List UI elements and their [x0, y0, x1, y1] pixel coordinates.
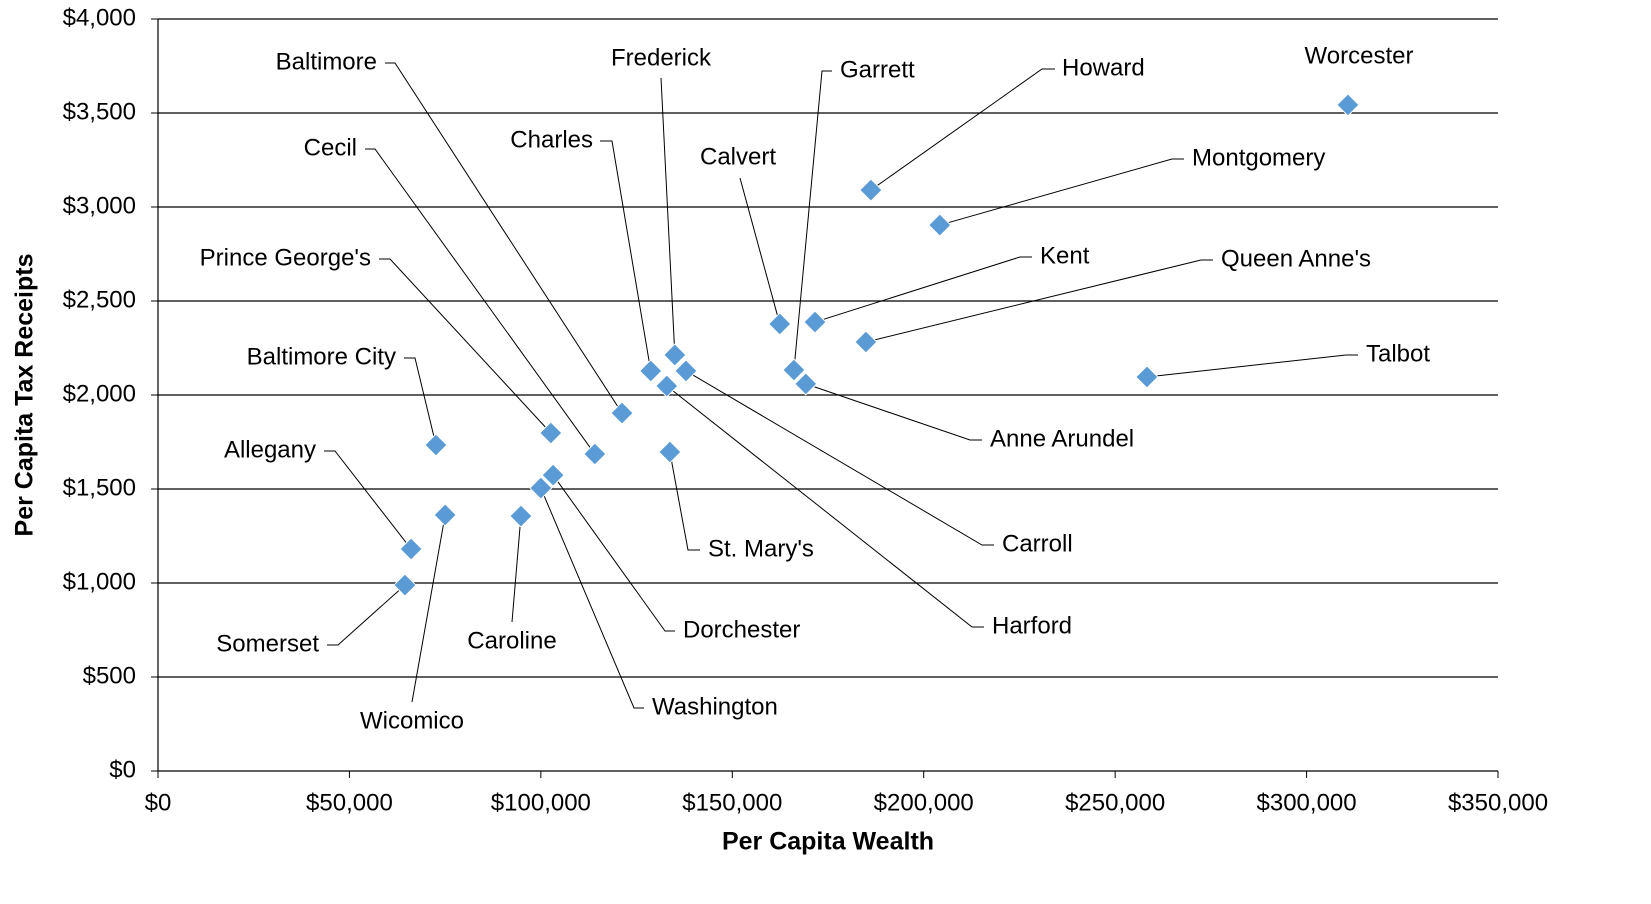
leader-line	[666, 385, 984, 628]
point-label: Worcester	[1305, 42, 1414, 69]
point-label: Dorchester	[683, 616, 800, 643]
leader-line	[805, 383, 982, 441]
y-tick-label: $1,000	[63, 568, 136, 595]
point	[639, 359, 663, 383]
point	[541, 463, 565, 487]
leader-line	[511, 516, 522, 623]
x-tick-label: $250,000	[1065, 789, 1165, 816]
point-label: Harford	[992, 612, 1072, 639]
leader-line	[660, 77, 676, 355]
point-label: Charles	[510, 126, 593, 153]
leader-line	[1146, 354, 1358, 378]
point-label: Talbot	[1366, 340, 1430, 367]
point-label: Carroll	[1002, 530, 1073, 557]
x-tick-label: $350,000	[1448, 789, 1548, 816]
point	[854, 330, 878, 354]
point	[928, 213, 952, 237]
leader-line	[685, 370, 994, 546]
point-label: Allegany	[224, 436, 316, 463]
leader-line	[865, 259, 1213, 343]
x-tick-label: $200,000	[874, 789, 974, 816]
point	[782, 358, 806, 382]
point	[539, 421, 563, 445]
leader-line	[404, 357, 437, 446]
point-label: Prince George's	[200, 244, 371, 271]
x-tick-label: $300,000	[1257, 789, 1357, 816]
y-tick-label: $4,000	[63, 4, 136, 31]
point	[674, 359, 698, 383]
point-label: Queen Anne's	[1221, 245, 1371, 272]
leader-line	[870, 68, 1055, 191]
point	[424, 433, 448, 457]
leader-line	[540, 487, 644, 709]
point-label: Montgomery	[1192, 144, 1325, 171]
point	[529, 476, 553, 500]
leader-line	[939, 158, 1184, 226]
point-label: Baltimore	[276, 48, 377, 75]
point	[768, 312, 792, 336]
point-label: Caroline	[467, 627, 556, 654]
y-tick-label: $0	[109, 756, 136, 783]
point-label: Baltimore City	[247, 343, 396, 370]
y-tick-label: $3,500	[63, 98, 136, 125]
point	[610, 401, 634, 425]
x-axis-title: Per Capita Wealth	[722, 828, 934, 856]
point	[433, 503, 457, 527]
point	[509, 504, 533, 528]
x-tick-label: $150,000	[682, 789, 782, 816]
point-label: Cecil	[304, 134, 357, 161]
point-label: St. Mary's	[708, 535, 814, 562]
point-label: Garrett	[840, 56, 915, 83]
point	[583, 442, 607, 466]
point	[393, 573, 417, 597]
leader-line	[814, 256, 1032, 323]
point-label: Anne Arundel	[990, 425, 1134, 452]
point	[803, 310, 827, 334]
point-label: Wicomico	[360, 707, 464, 734]
leader-line	[600, 140, 652, 372]
point	[859, 178, 883, 202]
point	[658, 440, 682, 464]
y-tick-label: $2,000	[63, 380, 136, 407]
leader-line	[324, 450, 412, 550]
point	[663, 343, 687, 367]
leader-line	[793, 70, 832, 371]
point-label: Frederick	[611, 44, 712, 71]
x-tick-label: $0	[145, 789, 172, 816]
y-tick-label: $500	[83, 662, 136, 689]
y-tick-label: $3,000	[63, 192, 136, 219]
leader-line	[552, 474, 675, 632]
point-label: Kent	[1040, 242, 1090, 269]
y-axis-title: Per Capita Tax Receipts	[11, 254, 39, 537]
point	[1135, 365, 1159, 389]
point-label: Howard	[1062, 54, 1145, 81]
y-tick-label: $1,500	[63, 474, 136, 501]
leader-line	[379, 258, 552, 434]
x-tick-label: $50,000	[306, 789, 393, 816]
leader-line	[739, 177, 781, 325]
point	[1336, 93, 1360, 117]
leader-line	[411, 514, 446, 703]
leader-line	[385, 62, 623, 414]
point	[399, 537, 423, 561]
point	[655, 374, 679, 398]
leader-line	[365, 148, 596, 455]
point-label: Calvert	[700, 143, 776, 170]
leader-line	[669, 451, 700, 551]
y-tick-label: $2,500	[63, 286, 136, 313]
point-label: Washington	[652, 693, 778, 720]
point	[794, 372, 818, 396]
leader-line	[327, 584, 406, 646]
point-label: Somerset	[216, 630, 319, 657]
x-tick-label: $100,000	[491, 789, 591, 816]
